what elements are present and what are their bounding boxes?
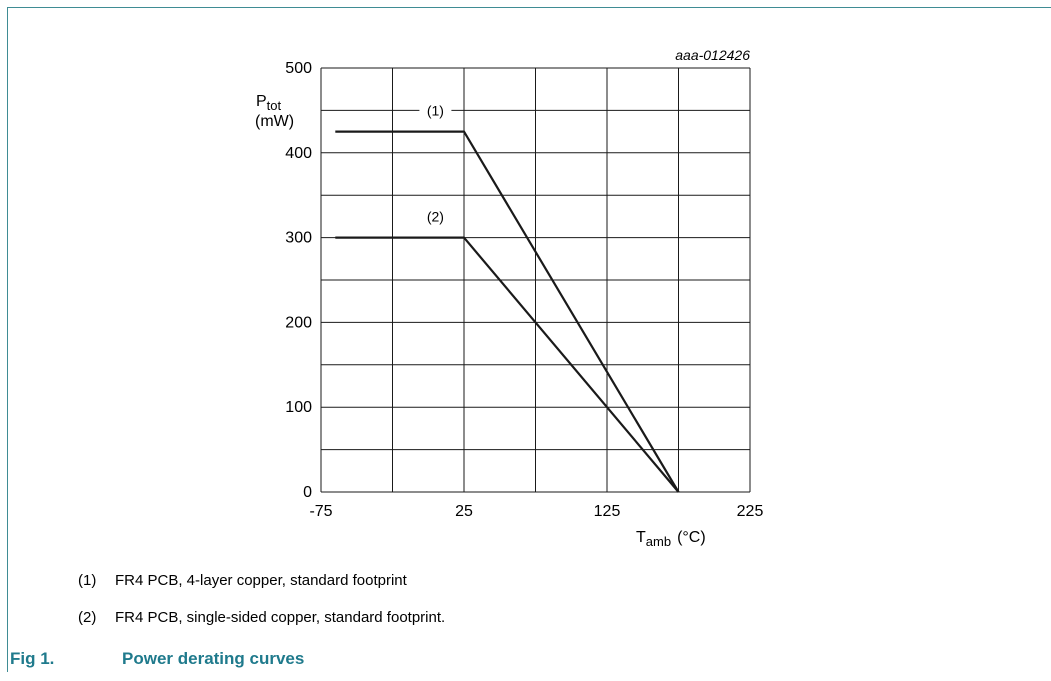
note-2-text: FR4 PCB, single-sided copper, standard f… bbox=[115, 609, 446, 626]
power-derating-chart: aaa-012426 Ptot (mW) Tamb (°C) 0 100 200 300… bbox=[255, 47, 763, 549]
figure-caption-number: Fig 1. bbox=[10, 649, 55, 668]
x-tick-label-2: 125 bbox=[594, 503, 621, 520]
figure-id-label: aaa-012426 bbox=[675, 47, 750, 63]
frame-left-border bbox=[7, 7, 8, 672]
note-1-marker: (1) bbox=[78, 572, 97, 589]
x-axis-label-unit: (°C) bbox=[677, 529, 706, 546]
x-axis-label: Tamb (°C) bbox=[636, 529, 706, 549]
note-1-text: FR4 PCB, 4-layer copper, standard footpr… bbox=[115, 572, 407, 589]
y-axis-label-sub: tot bbox=[267, 98, 282, 113]
y-tick-label-3: 300 bbox=[285, 230, 312, 247]
x-tick-label-0: -75 bbox=[309, 503, 332, 520]
x-axis-label-main: T bbox=[636, 529, 646, 546]
note-2-marker: (2) bbox=[78, 609, 97, 626]
figure-caption-title: Power derating curves bbox=[122, 649, 305, 668]
series-label-1: (1) bbox=[427, 103, 444, 119]
figure-id-label-bg bbox=[673, 47, 753, 63]
series-lines bbox=[335, 130, 680, 493]
y-tick-label-0: 0 bbox=[303, 484, 312, 501]
series-line-1 bbox=[335, 130, 680, 493]
series-label-bg-1 bbox=[419, 101, 452, 120]
y-axis-label-main: P bbox=[256, 93, 267, 110]
y-axis-unit: (mW) bbox=[255, 113, 294, 130]
chart-labels: aaa-012426 Ptot (mW) Tamb (°C) 0 100 200 300… bbox=[255, 47, 763, 549]
y-tick-label-5: 500 bbox=[285, 60, 312, 77]
y-tick-label-2: 200 bbox=[285, 314, 312, 331]
series-label-2: (2) bbox=[427, 209, 444, 225]
frame-top-border bbox=[7, 7, 1051, 8]
y-axis-label: Ptot bbox=[256, 93, 282, 113]
y-tick-label-1: 100 bbox=[285, 399, 312, 416]
series-line-2 bbox=[335, 236, 680, 493]
series-label-bg-2 bbox=[419, 207, 452, 226]
y-tick-label-4: 400 bbox=[285, 145, 312, 162]
x-axis-label-sub: amb bbox=[646, 534, 671, 549]
x-tick-label-1: 25 bbox=[455, 503, 473, 520]
x-tick-label-3: 225 bbox=[737, 503, 764, 520]
